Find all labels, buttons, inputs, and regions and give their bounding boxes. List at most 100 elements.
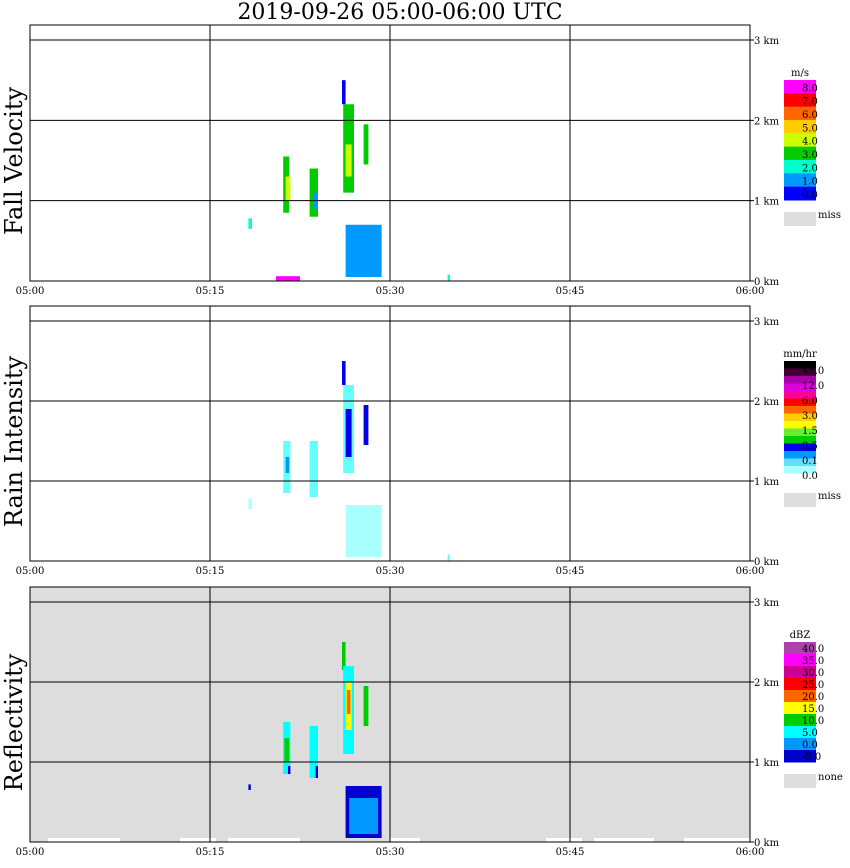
time-tick-label: 06:00 — [736, 286, 765, 297]
height-tick-label: 0 km — [754, 277, 780, 288]
colorbar-swatch — [784, 361, 816, 369]
time-tick-label: 05:45 — [556, 286, 585, 297]
colorbar-label: 0.5 — [802, 441, 818, 452]
colorbar-label: 0.1 — [802, 456, 818, 467]
echo-cell-rain-9 — [447, 554, 450, 561]
colorbar-missing-label: miss — [818, 210, 841, 221]
echo-cell-rain-3 — [342, 361, 346, 385]
colorbar-label: 0.0 — [802, 471, 818, 482]
colorbar-swatch — [784, 642, 816, 655]
echo-cell-fall-6 — [345, 144, 352, 177]
echo-cell-refl-13 — [48, 838, 120, 842]
colorbar-swatch — [784, 702, 816, 715]
colorbar-label: 5.0 — [802, 728, 818, 739]
colorbar-label: 25.0 — [802, 680, 824, 691]
colorbar-swatch — [784, 398, 816, 407]
echo-cell-rain-6 — [363, 405, 369, 445]
colorbar-missing-swatch — [784, 493, 816, 507]
colorbar-label: 8.0 — [802, 83, 818, 94]
colorbar-label: 20.0 — [802, 692, 824, 703]
colorbar-swatch — [784, 93, 816, 108]
colorbar-label: 12.0 — [802, 381, 824, 392]
height-tick-label: 0 km — [754, 557, 780, 568]
echo-cell-refl-15 — [228, 838, 300, 842]
colorbar-swatch — [784, 428, 816, 437]
colorbar-label: 48.0 — [802, 366, 824, 377]
colorbar-swatch — [784, 421, 816, 429]
colorbar-swatch — [784, 436, 816, 444]
colorbar-swatch — [784, 451, 816, 459]
height-tick-label: 1 km — [754, 758, 780, 769]
colorbar-label: 1.0 — [802, 177, 818, 188]
panel-ylabel-rain: Rain Intensity — [0, 356, 28, 528]
height-tick-label: 3 km — [754, 317, 780, 328]
echo-cell-refl-14 — [180, 838, 216, 842]
echo-cell-fall-10 — [276, 276, 300, 281]
colorbar-swatch — [784, 413, 816, 422]
colorbar-label: 15.0 — [802, 704, 824, 715]
colorbar-missing-swatch — [784, 774, 816, 788]
colorbar-unit: dBZ — [790, 630, 811, 641]
panel-frame-refl — [29, 586, 751, 843]
figure-title: 2019-09-26 05:00-06:00 UTC — [237, 0, 563, 25]
echo-cell-refl-9 — [363, 686, 369, 726]
colorbar-label: 35.0 — [802, 656, 824, 667]
colorbar-label: 30.0 — [802, 668, 824, 679]
echo-cell-refl-16 — [390, 838, 420, 842]
colorbar-label: 40.0 — [802, 644, 824, 655]
colorbar-swatch — [784, 146, 816, 161]
echo-cell-refl-2 — [288, 766, 291, 774]
colorbar-swatch — [784, 106, 816, 121]
colorbar-unit: m/s — [791, 68, 809, 79]
colorbar-swatch — [784, 690, 816, 703]
echo-cell-fall-11 — [447, 274, 450, 281]
colorbar-swatch — [784, 383, 816, 392]
colorbar-swatch — [784, 186, 816, 201]
colorbar-swatch — [784, 738, 816, 751]
colorbar-swatch — [784, 376, 816, 384]
colorbar-label: 0.0 — [802, 740, 818, 751]
height-tick-label: 3 km — [754, 598, 780, 609]
colorbar-swatch — [784, 443, 816, 452]
colorbar-swatch — [784, 473, 816, 482]
panel-ylabel-refl: Reflectivity — [0, 653, 28, 791]
height-tick-label: 2 km — [754, 678, 780, 689]
panel-ylabel-fall: Fall Velocity — [0, 87, 28, 236]
colorbar-swatch — [784, 458, 816, 467]
time-tick-label: 05:45 — [556, 566, 585, 577]
time-tick-label: 05:30 — [376, 566, 405, 577]
colorbar-swatch — [784, 750, 816, 763]
colorbar-label: 0.0 — [802, 190, 818, 201]
colorbar-label: 2.0 — [802, 163, 818, 174]
colorbar-label: -5.0 — [802, 752, 821, 763]
height-tick-label: 2 km — [754, 116, 780, 127]
colorbar-swatch — [784, 406, 816, 414]
colorbar-label: 10.0 — [802, 716, 824, 727]
echo-cell-refl-12 — [248, 784, 251, 790]
echo-cell-rain-8 — [248, 498, 252, 509]
echo-cell-fall-9 — [248, 218, 252, 229]
colorbar-swatch — [784, 80, 816, 94]
colorbar-swatch — [784, 160, 816, 174]
time-tick-label: 05:00 — [16, 847, 45, 858]
colorbar-swatch — [784, 173, 816, 188]
echo-cell-refl-1 — [284, 738, 290, 762]
echo-cell-refl-4 — [315, 766, 318, 778]
echo-cell-refl-5 — [342, 642, 346, 670]
colorbar-swatch — [784, 726, 816, 739]
panel-frame-fall — [29, 24, 751, 282]
colorbar-missing-swatch — [784, 212, 816, 226]
colorbar-label: 3.0 — [802, 411, 818, 422]
echo-cell-rain-5 — [345, 409, 352, 457]
time-tick-label: 05:45 — [556, 847, 585, 858]
colorbar-missing-label: none — [818, 772, 843, 783]
echo-cell-rain-2 — [309, 441, 318, 497]
colorbar-label: 6.0 — [802, 396, 818, 407]
echo-cell-refl-11 — [349, 798, 378, 834]
height-tick-label: 1 km — [754, 197, 780, 208]
echo-cell-refl-18 — [594, 838, 654, 842]
echo-cell-refl-3 — [309, 726, 318, 778]
time-tick-label: 06:00 — [736, 566, 765, 577]
time-tick-label: 05:15 — [196, 566, 225, 577]
